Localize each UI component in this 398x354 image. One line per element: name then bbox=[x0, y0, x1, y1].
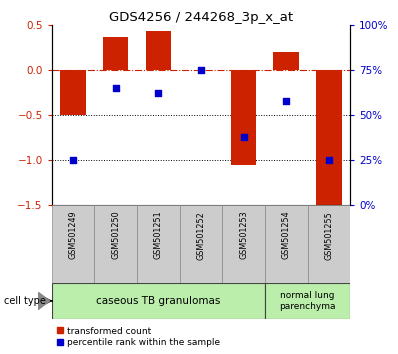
Point bbox=[240, 134, 247, 139]
Title: GDS4256 / 244268_3p_x_at: GDS4256 / 244268_3p_x_at bbox=[109, 11, 293, 24]
Bar bbox=[52, 283, 265, 319]
Bar bbox=[265, 205, 308, 283]
Point bbox=[70, 157, 76, 163]
Bar bbox=[60, 70, 86, 115]
Bar bbox=[231, 70, 256, 165]
Bar bbox=[146, 31, 171, 70]
Bar bbox=[137, 205, 179, 283]
Bar bbox=[52, 205, 94, 283]
Text: normal lung
parenchyma: normal lung parenchyma bbox=[279, 291, 336, 310]
Bar bbox=[273, 52, 299, 70]
Point bbox=[283, 98, 289, 103]
Bar bbox=[316, 70, 342, 223]
Bar bbox=[222, 205, 265, 283]
Text: GSM501255: GSM501255 bbox=[324, 211, 334, 259]
Bar bbox=[265, 283, 350, 319]
Bar bbox=[308, 205, 350, 283]
Text: GSM501250: GSM501250 bbox=[111, 211, 120, 259]
Bar bbox=[179, 205, 222, 283]
Legend: transformed count, percentile rank within the sample: transformed count, percentile rank withi… bbox=[56, 327, 220, 347]
Text: GSM501253: GSM501253 bbox=[239, 211, 248, 259]
Point bbox=[326, 157, 332, 163]
Text: GSM501254: GSM501254 bbox=[282, 211, 291, 259]
Point bbox=[198, 67, 204, 73]
Bar bbox=[94, 205, 137, 283]
Point bbox=[113, 85, 119, 91]
Polygon shape bbox=[38, 292, 50, 310]
Text: GSM501249: GSM501249 bbox=[68, 211, 78, 259]
Text: GSM501251: GSM501251 bbox=[154, 211, 163, 259]
Text: caseous TB granulomas: caseous TB granulomas bbox=[96, 296, 220, 306]
Bar bbox=[103, 36, 129, 70]
Text: cell type: cell type bbox=[4, 296, 46, 306]
Point bbox=[155, 91, 162, 96]
Text: GSM501252: GSM501252 bbox=[197, 211, 205, 259]
